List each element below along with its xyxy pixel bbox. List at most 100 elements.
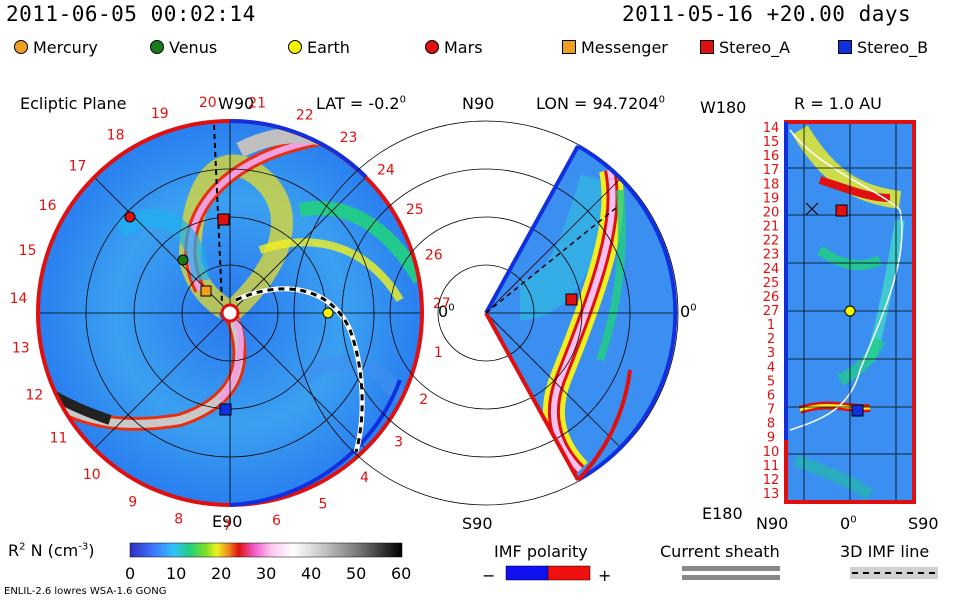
carrington-label: 2 [419, 392, 428, 408]
radius-y-label: 3 [767, 346, 775, 361]
mars-marker-icon [425, 40, 439, 54]
carrington-label: 3 [394, 435, 403, 451]
colorbar-tick-30: 30 [256, 564, 277, 583]
carrington-label: 6 [272, 513, 281, 529]
radius-title: R = 1.0 AU [794, 94, 882, 113]
earth-radius-marker [844, 305, 856, 317]
colorbar-tick-0: 0 [125, 564, 136, 583]
radius-y-label: 19 [763, 191, 780, 206]
radius-y-label: 1 [767, 318, 775, 333]
lat-degree: 0 [399, 94, 406, 106]
radius-y-label: 13 [763, 487, 780, 502]
carrington-label: 14 [10, 291, 28, 307]
current-sheath-title: Current sheath [660, 542, 780, 561]
ecliptic-right-value: 0 [438, 302, 449, 321]
colorbar-tick-10: 10 [166, 564, 187, 583]
imf-minus: − [482, 566, 496, 585]
carrington-label: 19 [151, 106, 169, 122]
radius-x-zero-value: 0 [840, 514, 851, 533]
stereo-a-imf-line [213, 124, 223, 304]
legend-stereo-b: Stereo_B [838, 38, 928, 57]
legend-messenger: Messenger [562, 38, 668, 57]
radius-y-labels: 1415161718192021222324252627123456789101… [763, 121, 780, 502]
carrington-label: 16 [39, 198, 57, 214]
imf-negative-swatch [505, 565, 549, 581]
carrington-label: 25 [406, 202, 424, 218]
radius-y-label: 23 [763, 248, 780, 263]
imf-line-title: 3D IMF line [840, 542, 930, 561]
imf-polarity-title: IMF polarity [494, 542, 588, 561]
radius-y-label: 21 [763, 220, 780, 235]
meridional-imf-line [485, 207, 617, 314]
stereo-a-ecliptic-marker [217, 213, 230, 226]
meridional-bottom-label: S90 [462, 514, 493, 533]
ecliptic-lat-label: LAT = -0.20 [316, 94, 406, 113]
radius-y-label: 22 [763, 234, 780, 249]
messenger-marker-icon [562, 40, 576, 54]
meridional-right-label: 00 [680, 302, 697, 321]
legend-earth: Earth [288, 38, 350, 57]
meridional-outer-arc [577, 144, 678, 482]
radius-y-label: 15 [763, 135, 780, 150]
carrington-label: 23 [340, 130, 358, 146]
imf-plus: + [598, 566, 612, 585]
colorbar-tick-60: 60 [391, 564, 412, 583]
lon-degree: 0 [658, 94, 666, 106]
radius-y-label: 8 [767, 417, 775, 432]
stereo-a-marker-icon [700, 40, 714, 54]
ecliptic-right-label: 00 [438, 302, 455, 321]
radius-bottom-left-label: E180 [702, 504, 743, 523]
carrington-label: 5 [318, 497, 327, 513]
run-info: 2011-05-16 +20.00 days [622, 2, 912, 26]
legend-stereo-b-label: Stereo_B [857, 38, 929, 57]
messenger-ecliptic-marker [200, 285, 212, 297]
carrington-label: 12 [25, 388, 43, 404]
legend-mercury: Mercury [14, 38, 98, 57]
meridional-outer-arc-red [576, 369, 632, 482]
venus-ecliptic-marker [177, 254, 189, 266]
colorbar-tick-50: 50 [346, 564, 367, 583]
density-colorbar [129, 542, 403, 558]
carrington-label: 24 [377, 162, 395, 178]
carrington-label: 7 [223, 518, 232, 534]
stereo-b-marker-icon [838, 40, 852, 54]
ecliptic-boundary-blue-arc [229, 118, 368, 179]
radius-x-label-n90: N90 [756, 514, 789, 533]
simulation-datetime: 2011-06-05 00:02:14 [6, 2, 256, 26]
ecliptic-plane-plot: 20 21222324252627123456789101112131415161… [10, 95, 451, 534]
colorbar-label-sup: 2 [19, 541, 26, 553]
carrington-label: 11 [50, 431, 68, 447]
colorbar-label-n: N (cm [25, 541, 79, 560]
earth-marker-icon [288, 40, 302, 54]
carrington-label: 21 [248, 96, 266, 112]
legend-mercury-label: Mercury [33, 38, 98, 57]
meridional-right-degree: 0 [690, 302, 697, 314]
carrington-label: 26 [425, 248, 443, 264]
radius-y-label: 17 [763, 163, 780, 178]
carrington-labels: 20 21222324252627123456789101112131415161… [10, 95, 451, 534]
radius-y-label: 5 [767, 374, 775, 389]
radius-x-zero-degree: 0 [850, 514, 857, 526]
colorbar-label-end: ) [88, 541, 95, 560]
ecliptic-title: Ecliptic Plane [20, 94, 127, 113]
radius-y-label: 9 [767, 431, 775, 446]
carrington-label: 10 [83, 467, 101, 483]
radius-y-label: 10 [763, 445, 780, 460]
ecliptic-top-label: W90 [218, 94, 255, 113]
meridional-edge-south [484, 312, 580, 481]
radius-y-label: 18 [763, 177, 780, 192]
carrington-label: 17 [69, 159, 87, 175]
radius-y-label: 12 [763, 473, 780, 488]
carrington-label: 20 [199, 95, 217, 111]
carrington-label: 4 [360, 470, 369, 486]
radius-y-label: 16 [763, 149, 780, 164]
radius-y-label: 26 [763, 290, 780, 305]
meridional-grid [293, 120, 679, 506]
lat-value: LAT = -0.2 [316, 94, 400, 113]
venus-marker-icon [150, 40, 164, 54]
carrington-label: 18 [107, 128, 125, 144]
carrington-label: 15 [19, 243, 37, 259]
carrington-label: 1 [434, 345, 443, 361]
radius-x-mark-b [805, 202, 819, 216]
